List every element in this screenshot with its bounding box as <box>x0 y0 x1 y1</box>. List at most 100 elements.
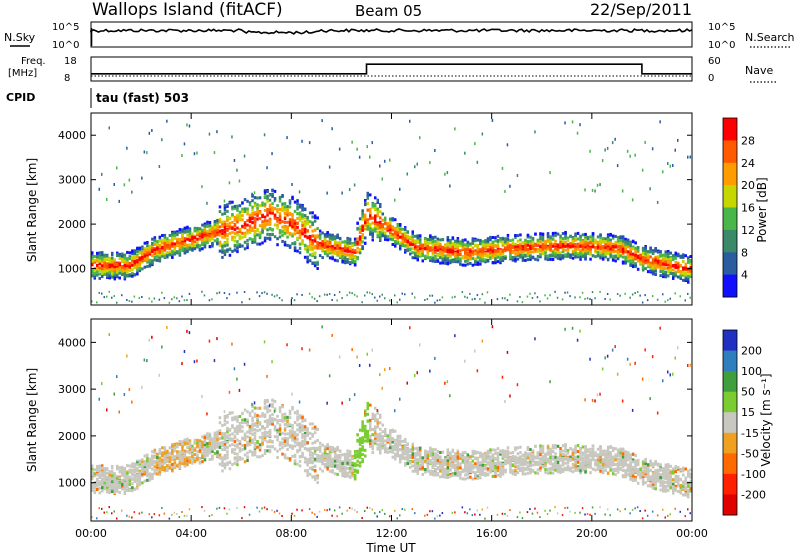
power-cell <box>318 246 322 250</box>
power-cell <box>411 243 414 247</box>
power-cell <box>323 250 327 254</box>
power-cell <box>223 222 227 226</box>
ytick-label: 4000 <box>58 129 86 142</box>
power-cell <box>98 266 101 270</box>
power-cell <box>687 267 690 271</box>
power-cell <box>461 256 465 260</box>
power-cell <box>384 217 387 221</box>
power-cell <box>369 193 372 197</box>
power-cell <box>116 301 118 304</box>
velocity-cell <box>176 444 179 448</box>
power-cell <box>379 295 381 298</box>
power-cell <box>141 256 144 260</box>
power-cell <box>251 229 254 232</box>
power-cell <box>559 254 562 257</box>
power-cell <box>293 219 297 223</box>
power-cell <box>358 243 362 246</box>
power-cell <box>176 237 179 241</box>
power-cell <box>113 267 116 271</box>
power-cell <box>626 250 630 254</box>
velocity-cell <box>188 443 192 447</box>
power-cell <box>659 264 662 268</box>
power-cell <box>196 241 199 245</box>
power-cell <box>476 251 480 255</box>
power-cell <box>123 253 127 257</box>
power-cell <box>131 190 133 194</box>
power-cell <box>509 239 512 243</box>
power-cell <box>494 252 497 256</box>
power-cell <box>108 259 111 263</box>
velocity-cell <box>91 473 94 477</box>
velocity-cell <box>191 447 194 451</box>
velocity-cell <box>121 479 124 483</box>
power-cell <box>441 296 444 299</box>
power-cell <box>689 255 692 258</box>
power-cell <box>544 251 547 255</box>
power-cell <box>651 265 655 269</box>
power-cell <box>271 152 273 156</box>
power-cell <box>336 247 339 251</box>
power-cell <box>273 295 276 298</box>
velocity-cell <box>166 464 169 468</box>
power-cell <box>401 240 404 244</box>
power-cell <box>283 208 287 211</box>
power-cell <box>376 299 378 302</box>
power-cell <box>584 245 587 249</box>
power-cell <box>536 247 540 251</box>
power-cell <box>271 194 274 198</box>
velocity-cell <box>91 483 94 487</box>
power-cell <box>379 227 382 231</box>
power-cell <box>631 262 635 266</box>
power-cell <box>313 246 317 250</box>
power-cell <box>416 239 419 243</box>
power-cell <box>153 297 156 300</box>
power-cell <box>313 219 317 223</box>
velocity-cell <box>211 440 214 444</box>
velocity-cell <box>208 515 211 518</box>
power-cell <box>168 246 172 250</box>
power-cell <box>464 263 467 267</box>
power-cell <box>233 204 237 208</box>
power-cell <box>381 229 384 233</box>
power-cell <box>569 295 571 298</box>
power-cell <box>348 253 352 257</box>
power-cell <box>211 244 214 248</box>
power-cell <box>531 255 535 259</box>
power-cell <box>519 249 522 253</box>
velocity-cell <box>223 454 227 458</box>
velocity-cell <box>108 481 111 485</box>
power-cell <box>574 235 577 239</box>
power-cell <box>454 258 457 262</box>
power-cell <box>551 254 555 258</box>
velocity-cell <box>161 507 163 509</box>
power-cell <box>601 257 605 261</box>
power-cell <box>233 228 237 232</box>
power-cell <box>416 162 418 166</box>
power-cell <box>626 259 630 263</box>
power-cell <box>328 248 332 252</box>
power-cell <box>246 199 249 203</box>
power-cell <box>356 237 359 241</box>
power-cell <box>331 244 334 248</box>
power-cell <box>501 259 505 262</box>
power-cell <box>554 255 557 259</box>
power-cell <box>679 277 682 280</box>
velocity-cell <box>208 339 211 343</box>
power-cell <box>141 253 144 256</box>
velocity-cell <box>206 434 209 438</box>
power-cell <box>486 243 490 247</box>
velocity-cell <box>153 468 157 472</box>
power-cell <box>609 255 612 259</box>
velocity-cell <box>156 452 159 456</box>
power-cell <box>326 254 329 258</box>
power-cell <box>629 252 632 256</box>
power-cell <box>141 245 144 249</box>
power-cell <box>228 226 232 230</box>
power-cell <box>126 250 129 254</box>
power-cell <box>358 238 362 242</box>
power-cell <box>301 213 304 217</box>
power-cell <box>226 224 229 228</box>
power-cell <box>341 191 343 195</box>
power-cell <box>171 256 174 259</box>
power-cell <box>308 253 312 257</box>
